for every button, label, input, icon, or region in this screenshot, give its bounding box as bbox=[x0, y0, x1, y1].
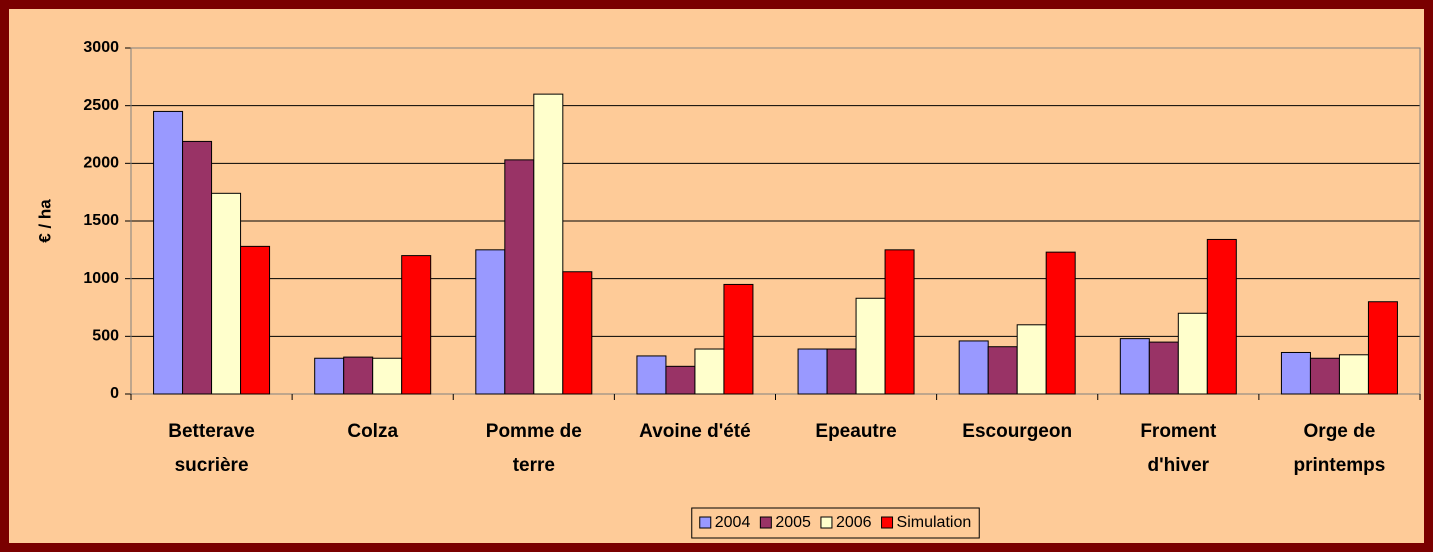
x-tick-label: Froment d'hiver bbox=[1140, 421, 1217, 476]
bar bbox=[211, 192, 242, 395]
bar bbox=[372, 357, 403, 395]
legend-swatch bbox=[699, 516, 712, 529]
bar bbox=[1148, 341, 1179, 395]
bar bbox=[1367, 301, 1398, 395]
bar bbox=[240, 245, 271, 395]
bar bbox=[475, 249, 506, 395]
y-tick-label: 2000 bbox=[83, 155, 119, 172]
bar bbox=[533, 93, 564, 395]
x-tick-label: Avoine d'été bbox=[639, 421, 751, 442]
bar bbox=[636, 355, 667, 395]
y-tick-label: 1000 bbox=[83, 270, 119, 287]
bar bbox=[1016, 324, 1047, 395]
bar bbox=[343, 356, 374, 395]
bar bbox=[314, 357, 345, 395]
bar bbox=[504, 159, 535, 395]
y-axis-label: € / ha bbox=[35, 199, 54, 243]
y-tick-label: 1500 bbox=[83, 212, 119, 229]
x-tick-label: Orge de printemps bbox=[1294, 421, 1386, 476]
bar bbox=[987, 346, 1018, 395]
y-tick-label: 0 bbox=[110, 385, 119, 402]
x-tick-label: Escourgeon bbox=[962, 421, 1072, 442]
bar bbox=[855, 297, 886, 395]
legend-label: 2004 bbox=[715, 514, 751, 531]
bar bbox=[1045, 251, 1076, 395]
x-tick-label: Betterave sucrière bbox=[168, 421, 255, 476]
bar bbox=[1280, 351, 1311, 395]
bar bbox=[958, 340, 989, 395]
bar bbox=[401, 255, 432, 395]
bar bbox=[797, 348, 828, 395]
legend-label: 2005 bbox=[775, 514, 811, 531]
legend-swatch bbox=[820, 516, 833, 529]
bar bbox=[182, 140, 213, 395]
bar bbox=[562, 271, 593, 395]
bar bbox=[1206, 238, 1237, 395]
x-tick-label: Epeautre bbox=[815, 421, 896, 442]
bar bbox=[826, 348, 857, 395]
legend-label: Simulation bbox=[897, 514, 972, 531]
legend: 2004 2005 2006 Simulation bbox=[691, 507, 980, 539]
x-tick-label: Colza bbox=[347, 421, 398, 442]
bar bbox=[723, 283, 754, 395]
legend-swatch bbox=[759, 516, 772, 529]
y-tick-label: 500 bbox=[92, 328, 119, 345]
bar bbox=[694, 348, 725, 395]
bar bbox=[1309, 357, 1340, 395]
bar bbox=[153, 110, 184, 395]
bar bbox=[665, 365, 696, 395]
y-tick-label: 2500 bbox=[83, 97, 119, 114]
legend-box bbox=[691, 507, 980, 539]
legend-swatch bbox=[881, 516, 894, 529]
y-tick-label: 3000 bbox=[83, 39, 119, 56]
bar bbox=[1338, 354, 1369, 395]
bar bbox=[884, 249, 915, 395]
bar bbox=[1177, 312, 1208, 395]
legend-label: 2006 bbox=[836, 514, 872, 531]
bar bbox=[1119, 338, 1150, 395]
x-tick-label: Pomme de terre bbox=[486, 421, 582, 476]
